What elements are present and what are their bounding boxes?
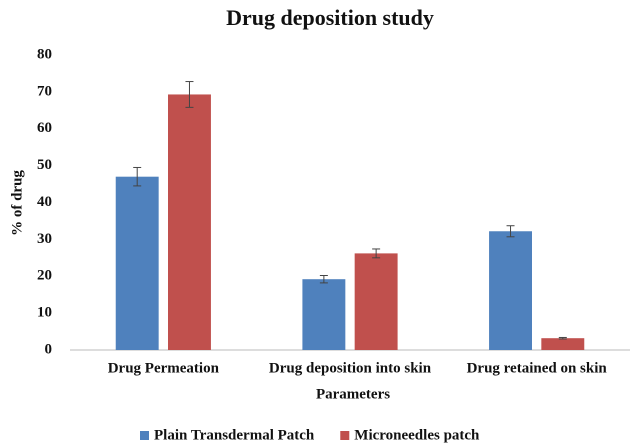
- y-tick-label: 0: [45, 341, 53, 357]
- x-tick-label: Drug retained on skin: [467, 360, 608, 376]
- bar: [489, 231, 532, 350]
- legend-swatch: [340, 431, 350, 440]
- bar: [541, 338, 585, 350]
- y-tick-label: 10: [37, 305, 52, 321]
- error-bar: [558, 336, 567, 340]
- y-tick-label: 50: [37, 157, 52, 173]
- bar: [302, 279, 346, 350]
- y-axis-label: % of drug: [9, 170, 25, 236]
- chart-title: Drug deposition study: [226, 5, 434, 30]
- y-tick-label: 40: [37, 194, 52, 210]
- y-tick-label: 80: [37, 46, 52, 62]
- legend-label: Plain Transdermal Patch: [154, 427, 315, 443]
- y-tick-label: 30: [37, 231, 52, 247]
- x-tick-label: Drug deposition into skin: [269, 360, 432, 376]
- bar: [354, 253, 398, 350]
- y-tick-label: 60: [37, 120, 52, 136]
- error-bar: [372, 248, 381, 259]
- y-tick-label: 70: [37, 83, 52, 99]
- bar: [168, 94, 211, 350]
- error-bar: [133, 166, 142, 187]
- bar: [115, 176, 159, 350]
- error-bar: [185, 81, 194, 108]
- x-axis-label: Parameters: [316, 386, 390, 402]
- x-tick-label: Drug Permeation: [108, 360, 220, 376]
- error-bar: [506, 225, 515, 238]
- y-tick-label: 20: [37, 268, 52, 284]
- legend-swatch: [140, 431, 149, 440]
- error-bar: [319, 275, 328, 284]
- legend-label: Microneedles patch: [354, 427, 480, 443]
